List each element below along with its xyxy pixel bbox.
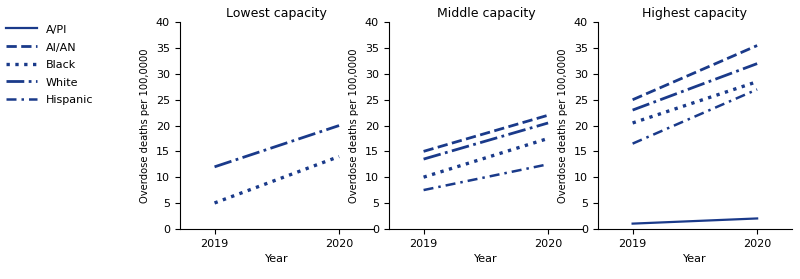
Legend: A/PI, AI/AN, Black, White, Hispanic: A/PI, AI/AN, Black, White, Hispanic [6,24,94,105]
X-axis label: Year: Year [265,254,289,264]
Y-axis label: Overdose deaths per 100,0000: Overdose deaths per 100,0000 [350,48,359,203]
X-axis label: Year: Year [474,254,498,264]
X-axis label: Year: Year [683,254,706,264]
Title: Highest capacity: Highest capacity [642,7,747,20]
Title: Middle capacity: Middle capacity [437,7,535,20]
Y-axis label: Overdose deaths per 100,0000: Overdose deaths per 100,0000 [558,48,568,203]
Title: Lowest capacity: Lowest capacity [226,7,327,20]
Y-axis label: Overdose deaths per 100,0000: Overdose deaths per 100,0000 [140,48,150,203]
